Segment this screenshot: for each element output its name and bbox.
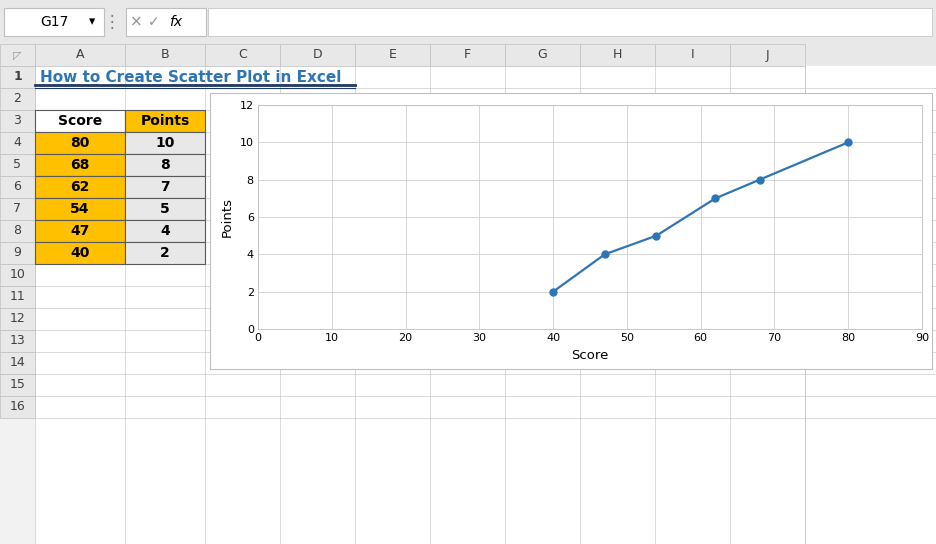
Bar bbox=[125, 220, 205, 242]
Bar bbox=[125, 198, 205, 220]
Text: 2: 2 bbox=[13, 92, 22, 106]
Text: Points: Points bbox=[140, 114, 190, 128]
Bar bbox=[126, 8, 206, 36]
Text: 3: 3 bbox=[13, 114, 22, 127]
Text: G17: G17 bbox=[40, 15, 68, 29]
Bar bbox=[0, 264, 35, 286]
Text: C: C bbox=[238, 48, 247, 61]
Bar bbox=[0, 44, 35, 66]
Text: J: J bbox=[766, 48, 769, 61]
Text: 8: 8 bbox=[13, 225, 22, 238]
Bar bbox=[580, 44, 655, 66]
Bar bbox=[125, 44, 205, 66]
Text: 80: 80 bbox=[70, 136, 90, 150]
Bar bbox=[0, 396, 35, 418]
Text: 7: 7 bbox=[160, 180, 169, 194]
Bar bbox=[0, 374, 35, 396]
Bar bbox=[0, 198, 35, 220]
Bar bbox=[355, 44, 430, 66]
Text: 40: 40 bbox=[70, 246, 90, 260]
Bar bbox=[0, 330, 35, 352]
Text: 62: 62 bbox=[70, 180, 90, 194]
Text: 5: 5 bbox=[160, 202, 169, 216]
Text: I: I bbox=[691, 48, 695, 61]
Text: 47: 47 bbox=[70, 224, 90, 238]
Text: 68: 68 bbox=[70, 158, 90, 172]
Text: ×: × bbox=[129, 15, 142, 29]
Bar bbox=[125, 154, 205, 176]
Text: 4: 4 bbox=[13, 137, 22, 150]
Bar bbox=[0, 286, 35, 308]
Bar bbox=[505, 44, 580, 66]
Bar bbox=[655, 44, 730, 66]
Text: 6: 6 bbox=[13, 181, 22, 194]
Text: 14: 14 bbox=[9, 356, 25, 369]
Text: 10: 10 bbox=[9, 269, 25, 281]
Text: 11: 11 bbox=[9, 290, 25, 304]
Bar bbox=[430, 44, 505, 66]
Bar bbox=[0, 66, 35, 88]
Text: ✓: ✓ bbox=[148, 15, 160, 29]
Bar bbox=[35, 110, 125, 132]
Text: ▾: ▾ bbox=[89, 15, 95, 28]
X-axis label: Score: Score bbox=[571, 349, 608, 362]
Text: 5: 5 bbox=[13, 158, 22, 171]
Bar bbox=[0, 0, 936, 44]
Bar bbox=[35, 154, 125, 176]
Text: B: B bbox=[161, 48, 169, 61]
Text: E: E bbox=[388, 48, 397, 61]
Bar bbox=[0, 242, 35, 264]
Bar bbox=[0, 220, 35, 242]
Bar bbox=[35, 220, 125, 242]
Text: G: G bbox=[537, 48, 548, 61]
Bar bbox=[4, 8, 104, 36]
Bar bbox=[35, 44, 125, 66]
Bar bbox=[35, 176, 125, 198]
Text: 54: 54 bbox=[70, 202, 90, 216]
Bar bbox=[125, 110, 205, 132]
Text: ⋮: ⋮ bbox=[104, 13, 121, 31]
Bar bbox=[35, 132, 125, 154]
Text: 1: 1 bbox=[13, 71, 22, 83]
Text: ◸: ◸ bbox=[13, 50, 22, 60]
Text: 2: 2 bbox=[160, 246, 169, 260]
Text: fx: fx bbox=[169, 15, 183, 29]
Bar bbox=[0, 110, 35, 132]
Bar bbox=[35, 198, 125, 220]
Bar bbox=[0, 88, 35, 110]
Text: 12: 12 bbox=[9, 312, 25, 325]
Text: 9: 9 bbox=[13, 246, 22, 259]
Text: 16: 16 bbox=[9, 400, 25, 413]
Text: D: D bbox=[313, 48, 322, 61]
Text: 10: 10 bbox=[155, 136, 175, 150]
Bar bbox=[0, 352, 35, 374]
Text: Score: Score bbox=[58, 114, 102, 128]
Bar bbox=[0, 132, 35, 154]
Bar bbox=[125, 242, 205, 264]
Text: 7: 7 bbox=[13, 202, 22, 215]
Bar bbox=[210, 93, 932, 369]
Bar bbox=[730, 44, 805, 66]
Text: 8: 8 bbox=[160, 158, 169, 172]
Bar bbox=[205, 44, 280, 66]
Text: H: H bbox=[613, 48, 622, 61]
Bar bbox=[280, 44, 355, 66]
Text: F: F bbox=[464, 48, 471, 61]
Text: 4: 4 bbox=[160, 224, 169, 238]
Bar bbox=[125, 176, 205, 198]
Bar bbox=[0, 308, 35, 330]
Bar bbox=[35, 242, 125, 264]
Bar bbox=[0, 154, 35, 176]
Bar bbox=[208, 8, 932, 36]
Text: A: A bbox=[76, 48, 84, 61]
Text: 13: 13 bbox=[9, 335, 25, 348]
Y-axis label: Points: Points bbox=[221, 197, 234, 237]
Bar bbox=[0, 176, 35, 198]
Text: 15: 15 bbox=[9, 379, 25, 392]
Bar bbox=[35, 66, 936, 544]
Bar bbox=[125, 132, 205, 154]
Text: How to Create Scatter Plot in Excel: How to Create Scatter Plot in Excel bbox=[40, 70, 342, 84]
Bar bbox=[0, 44, 936, 66]
